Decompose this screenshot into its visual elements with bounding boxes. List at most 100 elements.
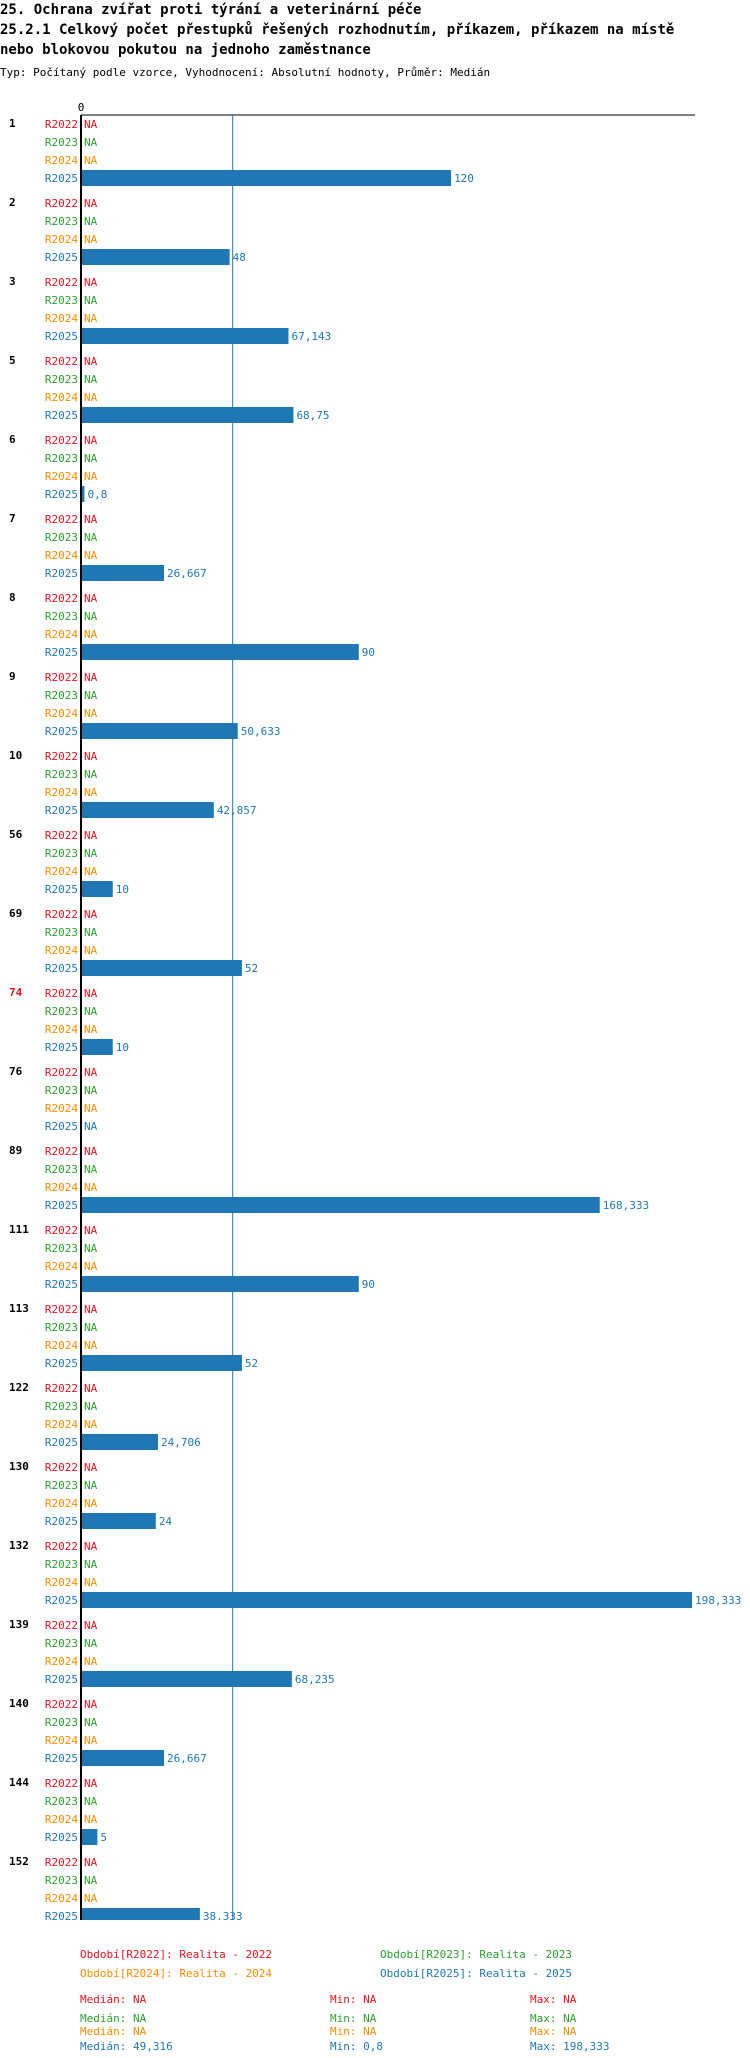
data-label: 24 — [159, 1515, 173, 1528]
na-label: NA — [84, 786, 98, 799]
bar-r2025 — [82, 1513, 156, 1529]
na-label: NA — [84, 118, 98, 131]
series-label-r2025: R2025 — [45, 409, 78, 422]
series-label-r2025: R2025 — [45, 1199, 78, 1212]
chart-title-line-2: 25.2.1 Celkový počet přestupků řešených … — [0, 22, 675, 38]
series-label-r2022: R2022 — [45, 1856, 78, 1869]
series-label-r2024: R2024 — [45, 1418, 78, 1431]
bar-r2025 — [82, 802, 214, 818]
na-label: NA — [84, 1856, 98, 1869]
series-label-r2023: R2023 — [45, 294, 78, 307]
series-label-r2023: R2023 — [45, 1558, 78, 1571]
series-label-r2024: R2024 — [45, 865, 78, 878]
na-label: NA — [84, 1102, 98, 1115]
na-label: NA — [84, 1181, 98, 1194]
bar-r2025 — [82, 1434, 158, 1450]
na-label: NA — [84, 987, 98, 1000]
data-label: 52 — [245, 962, 258, 975]
na-label: NA — [84, 1005, 98, 1018]
group-label: 122 — [9, 1381, 29, 1394]
na-label: NA — [84, 276, 98, 289]
group-label: 152 — [9, 1855, 29, 1868]
na-label: NA — [84, 1242, 98, 1255]
series-label-r2023: R2023 — [45, 1005, 78, 1018]
na-label: NA — [84, 908, 98, 921]
stat-max-r2023: Max: NA — [530, 2012, 577, 2025]
na-label: NA — [84, 215, 98, 228]
bar-r2025 — [82, 1039, 113, 1055]
data-label: 68,235 — [295, 1673, 335, 1686]
group-label: 8 — [9, 591, 16, 604]
series-label-r2022: R2022 — [45, 1777, 78, 1790]
na-label: NA — [84, 197, 98, 210]
na-label: NA — [84, 434, 98, 447]
na-label: NA — [84, 1655, 98, 1668]
bar-r2025 — [82, 565, 165, 581]
data-label: 38,333 — [203, 1910, 243, 1920]
group-label: 111 — [9, 1223, 29, 1236]
series-label-r2023: R2023 — [45, 1163, 78, 1176]
na-label: NA — [84, 1874, 98, 1887]
na-label: NA — [84, 1497, 98, 1510]
stat-min-r2022: Min: NA — [330, 1993, 377, 2006]
data-label: 10 — [116, 883, 129, 896]
na-label: NA — [84, 847, 98, 860]
na-label: NA — [84, 1461, 98, 1474]
na-label: NA — [84, 1260, 98, 1273]
stat-max-r2025: Max: 198,333 — [530, 2040, 610, 2053]
series-label-r2022: R2022 — [45, 829, 78, 842]
series-label-r2023: R2023 — [45, 373, 78, 386]
series-label-r2023: R2023 — [45, 1716, 78, 1729]
series-label-r2023: R2023 — [45, 215, 78, 228]
series-label-r2025: R2025 — [45, 1594, 78, 1607]
series-label-r2025: R2025 — [45, 725, 78, 738]
na-label: NA — [84, 136, 98, 149]
group-label: 7 — [9, 512, 16, 525]
na-label: NA — [84, 1120, 98, 1133]
series-label-r2022: R2022 — [45, 1540, 78, 1553]
group-label: 5 — [9, 354, 16, 367]
series-label-r2024: R2024 — [45, 391, 78, 404]
series-label-r2024: R2024 — [45, 233, 78, 246]
na-label: NA — [84, 1224, 98, 1237]
series-label-r2022: R2022 — [45, 1461, 78, 1474]
series-label-r2024: R2024 — [45, 944, 78, 957]
na-label: NA — [84, 391, 98, 404]
series-label-r2024: R2024 — [45, 1102, 78, 1115]
na-label: NA — [84, 944, 98, 957]
na-label: NA — [84, 1777, 98, 1790]
data-label: 67,143 — [292, 330, 332, 343]
series-label-r2024: R2024 — [45, 1576, 78, 1589]
series-label-r2023: R2023 — [45, 1874, 78, 1887]
group-label: 2 — [9, 196, 16, 209]
series-label-r2022: R2022 — [45, 434, 78, 447]
series-label-r2023: R2023 — [45, 1400, 78, 1413]
na-label: NA — [84, 1303, 98, 1316]
na-label: NA — [84, 1892, 98, 1905]
series-label-r2022: R2022 — [45, 513, 78, 526]
series-label-r2022: R2022 — [45, 276, 78, 289]
series-label-r2025: R2025 — [45, 488, 78, 501]
series-label-r2025: R2025 — [45, 1357, 78, 1370]
series-label-r2024: R2024 — [45, 1734, 78, 1747]
series-label-r2025: R2025 — [45, 1910, 78, 1920]
series-label-r2025: R2025 — [45, 1831, 78, 1844]
na-label: NA — [84, 470, 98, 483]
group-label: 144 — [9, 1776, 29, 1789]
series-label-r2024: R2024 — [45, 154, 78, 167]
na-label: NA — [84, 1418, 98, 1431]
bar-r2025 — [82, 644, 359, 660]
group-label: 76 — [9, 1065, 23, 1078]
na-label: NA — [84, 865, 98, 878]
bar-r2025 — [82, 1276, 359, 1292]
na-label: NA — [84, 707, 98, 720]
na-label: NA — [84, 689, 98, 702]
series-label-r2022: R2022 — [45, 1145, 78, 1158]
na-label: NA — [84, 768, 98, 781]
series-label-r2024: R2024 — [45, 1023, 78, 1036]
data-label: 5 — [100, 1831, 107, 1844]
na-label: NA — [84, 926, 98, 939]
legend-r2025: Období[R2025]: Realita - 2025 — [380, 1967, 573, 1980]
series-label-r2022: R2022 — [45, 355, 78, 368]
bar-r2025 — [82, 1355, 242, 1371]
